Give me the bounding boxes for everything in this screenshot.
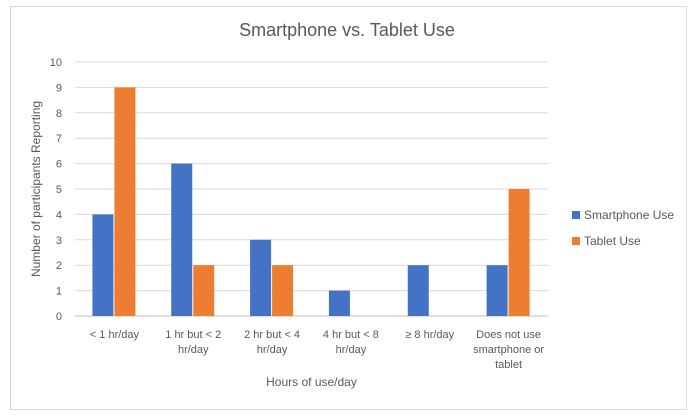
y-tick-label: 9 (56, 82, 62, 94)
y-tick-label: 1 (56, 286, 62, 298)
legend-label: Tablet Use (584, 234, 641, 248)
x-tick-label: tablet (495, 359, 522, 371)
bar-tablet (508, 189, 530, 316)
x-tick-label: Does not use (476, 329, 541, 341)
y-tick-label: 3 (56, 235, 62, 247)
bar-tablet (114, 87, 136, 317)
x-tick-label: hr/day (336, 344, 367, 356)
x-tick-label: hr/day (178, 344, 209, 356)
y-tick-label: 7 (56, 133, 62, 145)
legend-swatch (572, 211, 580, 219)
bar-smartphone (407, 265, 429, 316)
bar-smartphone (171, 163, 193, 316)
bar-tablet (272, 265, 294, 316)
bar-tablet (193, 265, 215, 316)
x-tick-label: 2 hr but < 4 (244, 329, 300, 341)
y-tick-label: 4 (56, 209, 62, 221)
bar-smartphone (486, 265, 508, 316)
y-tick-label: 5 (56, 184, 62, 196)
bar-smartphone (250, 239, 272, 316)
x-tick-label: hr/day (257, 344, 288, 356)
y-tick-label: 6 (56, 159, 62, 171)
y-axis-title: Number of participants Reporting (29, 101, 43, 277)
y-tick-label: 2 (56, 260, 62, 272)
y-tick-label: 10 (50, 57, 62, 69)
x-axis-title: Hours of use/day (266, 375, 357, 389)
bar-smartphone (92, 214, 114, 316)
x-tick-label: ≥ 8 hr/day (405, 329, 454, 341)
y-tick-label: 0 (56, 311, 62, 323)
bar-smartphone (328, 290, 350, 316)
legend-swatch (572, 237, 580, 245)
x-tick-label: 1 hr but < 2 (165, 329, 221, 341)
x-tick-label: < 1 hr/day (90, 329, 140, 341)
legend-item-tablet: Tablet Use (572, 234, 641, 248)
chart-title: Smartphone vs. Tablet Use (239, 20, 455, 40)
x-tick-label: 4 hr but < 8 (323, 329, 379, 341)
legend-item-smartphone: Smartphone Use (572, 208, 674, 222)
y-tick-label: 8 (56, 108, 62, 120)
x-tick-label: smartphone or (473, 344, 544, 356)
legend-label: Smartphone Use (584, 208, 675, 222)
chart-area (10, 6, 687, 410)
